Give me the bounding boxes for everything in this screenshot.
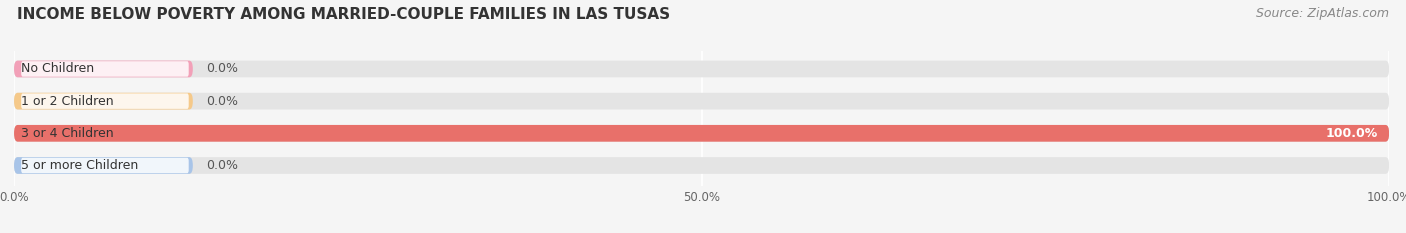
Text: 0.0%: 0.0%	[207, 95, 239, 108]
Text: 0.0%: 0.0%	[207, 159, 239, 172]
FancyBboxPatch shape	[14, 157, 193, 174]
FancyBboxPatch shape	[21, 158, 188, 173]
Text: 1 or 2 Children: 1 or 2 Children	[21, 95, 114, 108]
Text: 100.0%: 100.0%	[1326, 127, 1378, 140]
FancyBboxPatch shape	[14, 125, 1389, 142]
Text: 3 or 4 Children: 3 or 4 Children	[21, 127, 114, 140]
Text: No Children: No Children	[21, 62, 94, 75]
Text: 5 or more Children: 5 or more Children	[21, 159, 138, 172]
Text: 0.0%: 0.0%	[207, 62, 239, 75]
FancyBboxPatch shape	[14, 157, 1389, 174]
FancyBboxPatch shape	[14, 61, 193, 77]
FancyBboxPatch shape	[14, 93, 1389, 110]
FancyBboxPatch shape	[14, 61, 1389, 77]
FancyBboxPatch shape	[21, 93, 188, 109]
FancyBboxPatch shape	[14, 93, 193, 110]
FancyBboxPatch shape	[14, 125, 1389, 142]
FancyBboxPatch shape	[21, 61, 188, 77]
Text: INCOME BELOW POVERTY AMONG MARRIED-COUPLE FAMILIES IN LAS TUSAS: INCOME BELOW POVERTY AMONG MARRIED-COUPL…	[17, 7, 671, 22]
Text: Source: ZipAtlas.com: Source: ZipAtlas.com	[1256, 7, 1389, 20]
